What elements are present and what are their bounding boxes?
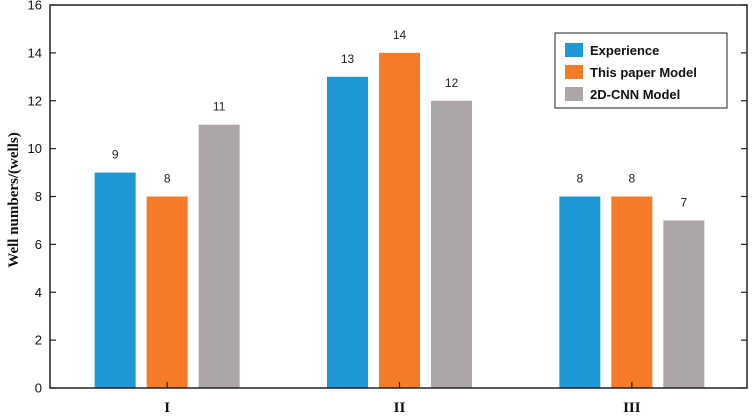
y-tick-label: 10 bbox=[28, 141, 42, 156]
legend: Experience This paper Model 2D-CNN Model bbox=[554, 32, 728, 109]
legend-entry-label: Experience bbox=[590, 43, 659, 58]
data-label: 13 bbox=[341, 52, 355, 66]
bars-group bbox=[94, 52, 705, 388]
y-tick-label: 0 bbox=[35, 381, 42, 396]
legend-swatch bbox=[565, 87, 583, 101]
data-label: 14 bbox=[393, 28, 407, 42]
y-tick-label: 4 bbox=[35, 285, 42, 300]
bar-this-paper-model-ii bbox=[379, 52, 420, 388]
bar-experience-ii bbox=[327, 76, 368, 388]
data-labels-group: 9 8 11 13 14 12 8 8 7 bbox=[112, 28, 688, 210]
x-tick-label: I bbox=[164, 400, 170, 416]
x-ticks-group: I II III bbox=[164, 382, 641, 416]
bar-2d-cnn-model-ii bbox=[431, 100, 472, 388]
x-tick-label: II bbox=[394, 400, 406, 416]
legend-swatch bbox=[565, 43, 583, 57]
data-label: 11 bbox=[213, 100, 226, 114]
legend-entry-label: This paper Model bbox=[590, 65, 697, 80]
data-label: 9 bbox=[112, 148, 119, 162]
y-tick-label: 2 bbox=[35, 333, 42, 348]
y-tick-label: 14 bbox=[28, 45, 42, 60]
bar-experience-iii bbox=[559, 196, 601, 388]
bar-experience-i bbox=[94, 172, 136, 388]
bar-this-paper-model-i bbox=[146, 196, 188, 388]
bar-this-paper-model-iii bbox=[611, 196, 653, 388]
data-label: 8 bbox=[164, 172, 171, 186]
y-tick-label: 16 bbox=[28, 0, 42, 13]
data-label: 7 bbox=[680, 195, 687, 209]
x-tick-label: III bbox=[623, 400, 641, 416]
bar-2d-cnn-model-iii bbox=[663, 220, 705, 388]
bar-2d-cnn-model-i bbox=[198, 124, 240, 388]
y-tick-label: 6 bbox=[35, 237, 42, 252]
y-ticks-group: 0 2 4 6 8 10 12 14 16 bbox=[28, 0, 747, 396]
data-label: 8 bbox=[628, 172, 635, 186]
legend-swatch bbox=[565, 65, 583, 79]
data-label: 8 bbox=[576, 172, 583, 186]
y-axis-label: Well numbers/(wells) bbox=[6, 132, 22, 267]
y-tick-label: 12 bbox=[28, 93, 42, 108]
data-label: 12 bbox=[445, 76, 459, 90]
y-tick-label: 8 bbox=[35, 189, 42, 204]
legend-entry-label: 2D-CNN Model bbox=[590, 87, 680, 102]
legend-box bbox=[554, 32, 728, 109]
